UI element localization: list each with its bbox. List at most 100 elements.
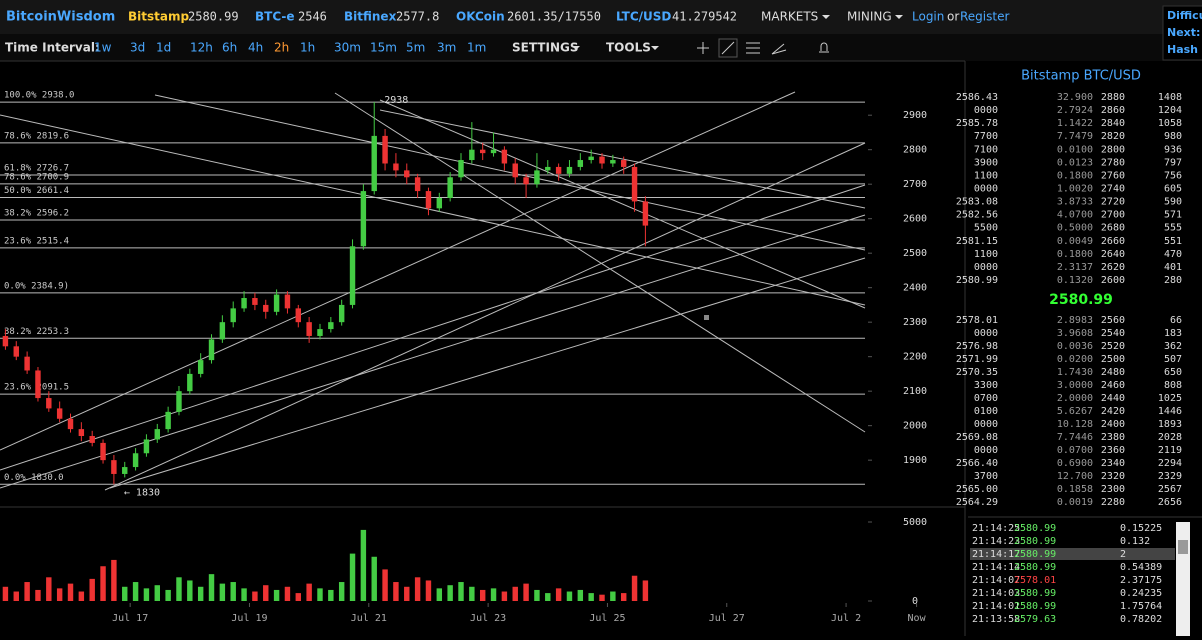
ticker-name[interactable]: BTC-e [255, 10, 295, 24]
book-cell: 470 [1164, 249, 1182, 260]
candle-body [284, 294, 291, 309]
book-cell: 0100 [974, 406, 998, 417]
volume-bar [187, 580, 193, 601]
candle-body [620, 160, 627, 167]
candle-body [56, 408, 63, 419]
book-cell: 0.0019 [1057, 497, 1093, 508]
candle-body [143, 439, 150, 454]
interval[interactable]: 4h [248, 41, 263, 55]
book-cell: 2400 [1101, 419, 1125, 430]
ticker-name[interactable]: Bitfinex [344, 10, 397, 24]
chart: 1900 2000 2100 2200 2300 2400 2500 2600 2700 2800… [0, 91, 927, 624]
volume-bar [588, 593, 594, 601]
interval[interactable]: 12h [190, 41, 213, 55]
menu[interactable]: MINING [847, 10, 892, 24]
book-cell: 1893 [1158, 419, 1182, 430]
candle-body [360, 191, 367, 247]
ticker-value: 2577.8 [396, 10, 439, 24]
volume-bar [382, 569, 388, 601]
candle-body [555, 166, 562, 174]
interval[interactable]: 3d [130, 41, 145, 55]
candle-body [263, 304, 269, 312]
orderbook: Bitstamp BTC/USD 2586.43 32.900 2880 1408 000… [956, 69, 1182, 626]
volume-bar [241, 588, 247, 601]
scrollbar[interactable] [1176, 522, 1190, 636]
text: or [947, 10, 959, 24]
fib-label: 78.6% 2700.9 [4, 172, 69, 182]
book-cell: 2564.29 [956, 497, 998, 508]
x-tick-label: Jul 27 [709, 613, 745, 624]
volume-bar [425, 580, 432, 601]
book-cell: 2.3137 [1057, 262, 1093, 273]
volume-bar [154, 585, 160, 601]
side-text: Difficu [1167, 9, 1202, 22]
volume-bar [371, 556, 377, 601]
brand[interactable]: BitcoinWisdom [6, 10, 115, 25]
book-cell: 32.900 [1057, 92, 1093, 103]
volume-bar [252, 591, 258, 601]
volume-bar [24, 582, 30, 601]
candle-body [469, 149, 475, 161]
interval[interactable]: 30m [334, 41, 361, 55]
volume-bar [317, 588, 323, 601]
caret [572, 46, 580, 50]
candle-body [545, 166, 551, 171]
candle-body [610, 160, 616, 164]
x-tick-label: Now [908, 613, 927, 624]
caret [822, 15, 830, 19]
register[interactable]: Register [960, 10, 1009, 24]
interval[interactable]: 1d [156, 41, 171, 55]
volume-bar [599, 594, 605, 601]
volume-bar [338, 582, 345, 601]
trade-amount: 2 [1120, 549, 1126, 560]
interval[interactable]: 2h [274, 41, 289, 55]
ticker-value: 2580.99 [188, 10, 239, 24]
x-tick-label: Jul 23 [470, 613, 506, 624]
book-cell: 1446 [1158, 406, 1182, 417]
book-cell: 401 [1164, 262, 1182, 273]
volume-bar [393, 582, 399, 601]
tools[interactable]: TOOLS [606, 41, 651, 55]
interval[interactable]: 1h [300, 41, 315, 55]
volume-bar [306, 583, 312, 601]
book-cell: 2566.40 [956, 458, 998, 469]
book-cell: 2300 [1101, 484, 1125, 495]
candle-body [230, 308, 236, 323]
interval[interactable]: 3m [437, 41, 456, 55]
trade-time: 21:14:23 [972, 536, 1020, 547]
interval-label: Time Interval: [5, 41, 100, 55]
book-cell: 756 [1164, 170, 1182, 181]
settings[interactable]: SETTINGS [512, 41, 579, 55]
book-cell: 2480 [1101, 367, 1125, 378]
book-cell: 2440 [1101, 393, 1125, 404]
login[interactable]: Login [912, 10, 944, 24]
ticker-name[interactable]: Bitstamp [128, 10, 189, 24]
scroll-thumb[interactable] [1178, 540, 1188, 554]
book-cell: 2329 [1158, 471, 1182, 482]
interval[interactable]: 1m [467, 41, 486, 55]
ticker-name[interactable]: OKCoin [456, 10, 505, 24]
book-cell: 2280 [1101, 497, 1125, 508]
interval[interactable]: 6h [222, 41, 237, 55]
trade-price: 2580.99 [1014, 562, 1056, 573]
candle-body [490, 149, 497, 154]
candle-body [197, 360, 204, 374]
volume-bar [566, 591, 573, 601]
trade-time: 21:14:07 [972, 575, 1020, 586]
interval[interactable]: 5m [406, 41, 425, 55]
candle-body [111, 460, 117, 474]
y-tick-label: 1900 [903, 455, 927, 466]
volume-bar [219, 583, 226, 601]
book-cell: 1100 [974, 170, 998, 181]
ticker-name[interactable]: LTC/USD [616, 10, 671, 24]
book-cell: 797 [1164, 157, 1182, 168]
interval[interactable]: 15m [370, 41, 397, 55]
book-cell: 12.700 [1057, 471, 1093, 482]
menu[interactable]: MARKETS [761, 10, 818, 24]
trade-amount: 0.78202 [1120, 614, 1162, 625]
interval[interactable]: 1w [94, 41, 112, 55]
book-title: Bitstamp BTC/USD [1021, 69, 1141, 84]
book-cell: 2656 [1158, 497, 1182, 508]
fib-label: 23.6% 2515.4 [4, 236, 69, 246]
book-cell: 2119 [1158, 445, 1182, 456]
